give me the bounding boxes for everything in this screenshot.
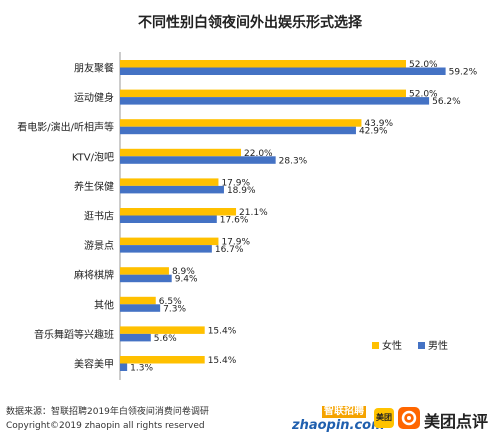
legend-swatch-male	[418, 342, 425, 349]
dianping-logo-icon	[398, 407, 420, 429]
category-label: 美容美甲	[74, 358, 114, 371]
data-label-female: 15.4%	[208, 356, 237, 366]
bar-male	[120, 97, 430, 105]
category-label: 其他	[94, 298, 114, 311]
data-label-male: 7.3%	[163, 304, 186, 314]
copyright-note: Copyright©2019 zhaopin all rights reserv…	[6, 421, 205, 431]
category-label: 运动健身	[74, 91, 114, 104]
meituan-dianping-wordmark: 美团点评	[424, 412, 489, 431]
bar-female	[120, 326, 205, 334]
bar-male	[120, 67, 446, 75]
bar-male	[120, 363, 128, 371]
bar-female	[120, 119, 362, 127]
bar-female	[120, 208, 237, 216]
chart-title: 不同性别白领夜间外出娱乐形式选择	[138, 14, 363, 31]
data-label-female: 43.9%	[364, 119, 393, 129]
data-label-male: 1.3%	[130, 364, 153, 374]
bar-female	[120, 89, 406, 98]
bar-male	[120, 274, 172, 283]
bar-female	[120, 148, 241, 157]
bar-female	[120, 267, 169, 275]
category-label: 养生保健	[74, 180, 114, 193]
bar-male	[120, 126, 356, 135]
data-label-female: 8.9%	[172, 267, 195, 277]
bars-layer: 朋友聚餐 52.0%59.2%运动健身 52.0%56.2%看电影/演出/听相声等 4…	[17, 60, 478, 374]
bar-female	[120, 60, 406, 68]
data-label-female: 6.5%	[159, 297, 182, 307]
data-label-female: 17.9%	[221, 178, 250, 188]
data-label-male: 9.4%	[175, 275, 198, 285]
data-label-male: 5.6%	[154, 334, 177, 344]
category-label: 逛书店	[84, 210, 114, 223]
data-label-male: 59.2%	[449, 68, 478, 78]
data-label-female: 22.0%	[244, 149, 273, 159]
bar-female	[120, 356, 205, 364]
category-label: 游景点	[84, 239, 114, 252]
category-label: 朋友聚餐	[74, 62, 114, 75]
legend-label-female: 女性	[382, 339, 402, 352]
bar-male	[120, 304, 161, 312]
category-label: 看电影/演出/听相声等	[17, 121, 114, 134]
bar-male	[120, 156, 276, 164]
legend-label-male: 男性	[428, 339, 448, 352]
legend-swatch-female	[372, 342, 379, 349]
meituan-logo: 美团	[374, 408, 394, 428]
data-label-female: 15.4%	[208, 326, 237, 336]
category-label: 音乐舞蹈等兴趣班	[34, 328, 114, 341]
bar-male	[120, 215, 217, 223]
data-label-female: 52.0%	[409, 90, 438, 100]
category-label: 麻将棋牌	[74, 269, 114, 282]
data-label-male: 16.7%	[215, 245, 244, 255]
bar-female	[120, 178, 219, 186]
data-label-male: 42.9%	[359, 127, 388, 137]
bar-female	[120, 237, 219, 246]
data-label-female: 52.0%	[409, 60, 438, 70]
data-label-female: 17.9%	[221, 238, 250, 248]
bar-male	[120, 245, 212, 253]
data-label-male: 28.3%	[279, 156, 308, 166]
zhaopin-logo-url: zhaopin.com	[292, 418, 385, 433]
data-label-male: 18.9%	[227, 186, 256, 196]
chart: 不同性别白领夜间外出娱乐形式选择 朋友聚餐 52.0% 59.2% 运动健身 52.0%…	[17, 14, 478, 380]
category-label: KTV/泡吧	[72, 150, 114, 163]
data-label-male: 56.2%	[432, 97, 461, 107]
data-label-female: 21.1%	[239, 208, 268, 218]
bar-female	[120, 296, 156, 305]
bar-male	[120, 185, 224, 194]
data-label-male: 17.6%	[220, 216, 249, 226]
source-note: 数据来源：智联招聘2019年白领夜间消费问卷调研	[6, 407, 209, 417]
zhaopin-logo-cn: 智联招聘	[322, 406, 366, 418]
legend: 女性 男性	[372, 339, 448, 352]
zhaopin-logo: 智联招聘 zhaopin.com	[292, 406, 385, 436]
bar-male	[120, 333, 151, 342]
